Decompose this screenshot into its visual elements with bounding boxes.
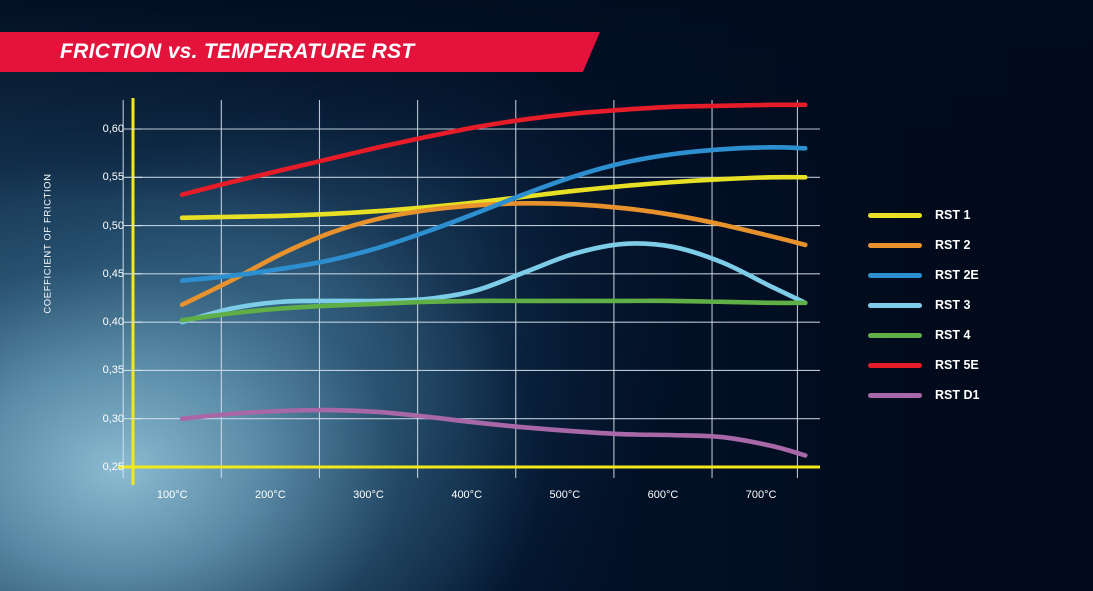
- x-tick-label: 700°C: [745, 489, 777, 501]
- legend-color-swatch: [868, 302, 922, 308]
- axes: [118, 98, 820, 485]
- y-tick-label: 0,40: [102, 316, 124, 329]
- legend-item[interactable]: RST 3: [868, 290, 979, 320]
- legend-color-swatch: [868, 272, 922, 278]
- series-line-rst-5e: [179, 102, 808, 197]
- y-tick-label: 0,60: [102, 123, 124, 135]
- y-tick-label: 0,35: [102, 364, 124, 377]
- series-curves: [179, 102, 808, 458]
- series-line-rst-4: [179, 298, 808, 323]
- legend-item-label: RST 3: [935, 298, 971, 312]
- page-title: FRICTION vs. TEMPERATURE RST: [60, 40, 415, 63]
- legend-item-label: RST 5E: [935, 358, 979, 372]
- y-tick-label: 0,50: [102, 219, 124, 232]
- legend-color-swatch: [868, 392, 922, 398]
- legend-item-label: RST 4: [935, 328, 971, 342]
- legend-item-label: RST 2E: [935, 268, 979, 282]
- x-tick-label: 100°C: [156, 489, 188, 501]
- series-line-rst-3: [179, 241, 808, 325]
- chart-legend: RST 1 RST 2 RST 2E RST 3 RST 4 RST 5E RST D1: [868, 200, 979, 410]
- y-axis-title: COEFFICIENT OF FRICTION: [42, 173, 54, 314]
- legend-item-label: RST 2: [935, 238, 971, 252]
- legend-color-swatch: [868, 332, 922, 338]
- series-line-rst-2e: [179, 145, 808, 283]
- y-axis-ticks: 0,60 0,55 0,50 0,45 0,40 0,35 0,30 0,25: [56, 0, 124, 591]
- y-tick-label: 0,45: [102, 267, 124, 280]
- x-tick-label: 200°C: [255, 489, 286, 501]
- title-banner: FRICTION vs. TEMPERATURE RST: [0, 32, 600, 72]
- x-tick-label: 600°C: [647, 489, 679, 501]
- y-tick-label: 0,55: [102, 171, 124, 184]
- series-line-rst-d1: [179, 407, 808, 458]
- legend-item[interactable]: RST 1: [868, 200, 979, 230]
- y-tick-label: 0,25: [102, 461, 124, 473]
- legend-item[interactable]: RST D1: [868, 380, 979, 410]
- legend-color-swatch: [868, 242, 922, 248]
- series-line-rst-1: [179, 174, 808, 221]
- legend-item[interactable]: RST 2E: [868, 260, 979, 290]
- x-tick-label: 400°C: [451, 489, 483, 501]
- legend-color-swatch: [868, 212, 922, 218]
- legend-item-label: RST 1: [935, 208, 971, 222]
- x-tick-label: 500°C: [549, 489, 581, 501]
- legend-color-swatch: [868, 362, 922, 368]
- legend-item[interactable]: RST 2: [868, 230, 979, 260]
- legend-item[interactable]: RST 4: [868, 320, 979, 350]
- legend-item-label: RST D1: [935, 388, 980, 402]
- x-tick-label: 300°C: [353, 489, 384, 501]
- y-tick-label: 0,30: [102, 412, 124, 425]
- legend-item[interactable]: RST 5E: [868, 350, 979, 380]
